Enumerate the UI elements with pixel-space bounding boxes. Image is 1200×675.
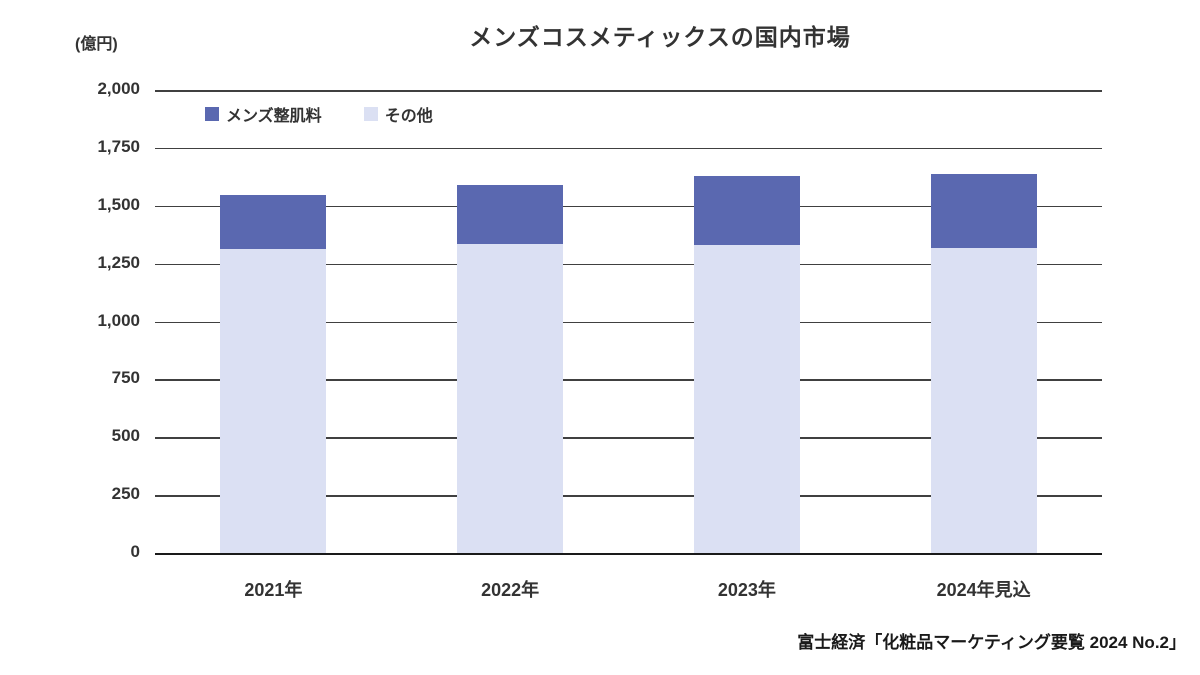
y-axis-tick-label-750: 750 xyxy=(111,368,140,388)
y-axis-tick-label-1500: 1,500 xyxy=(97,194,140,214)
y-axis-unit-label: (億円) xyxy=(75,36,118,53)
bar-segment-mens-skin-care xyxy=(220,194,327,249)
bar-2021年 xyxy=(220,194,327,553)
legend-label-mens-skin-care: メンズ整肌料 xyxy=(226,108,322,125)
gridline-500 xyxy=(155,437,1102,439)
bar-segment-mens-skin-care xyxy=(930,174,1037,248)
bar-segment-other xyxy=(693,245,800,553)
gridline-1000 xyxy=(155,321,1102,323)
x-axis-label-2022年: 2022年 xyxy=(481,580,540,600)
gridline-1750 xyxy=(155,147,1102,150)
y-axis-tick-label-1250: 1,250 xyxy=(97,252,140,272)
y-axis-tick-label-1750: 1,750 xyxy=(97,136,140,156)
gridline-250 xyxy=(155,495,1102,497)
y-axis-tick-label-500: 500 xyxy=(111,426,140,446)
y-axis-tick-label-1000: 1,000 xyxy=(97,310,140,330)
bar-2024年見込 xyxy=(930,174,1037,553)
x-axis-label-2023年: 2023年 xyxy=(717,580,776,600)
chart-title: メンズコスメティックスの国内市場 xyxy=(469,24,851,50)
bar-segment-mens-skin-care xyxy=(693,175,800,246)
legend-swatch-other xyxy=(363,107,378,121)
legend: メンズ整肌料 その他 xyxy=(205,102,433,126)
legend-item-mens-skin-care: メンズ整肌料 xyxy=(205,102,322,126)
gridline-1250 xyxy=(155,263,1102,266)
source-citation: 富士経済「化粧品マーケティング要覧 2024 No.2」 xyxy=(797,633,1186,652)
plot-area: 0 250 500 750 1,000 1,250 1,500 1,750 2,000 2021年… xyxy=(97,79,1102,600)
legend-label-other: その他 xyxy=(384,108,433,125)
legend-item-other: その他 xyxy=(363,102,433,126)
x-axis-label-2024年見込: 2024年見込 xyxy=(936,580,1031,600)
y-axis-tick-label-2000: 2,000 xyxy=(97,79,140,98)
y-axis-tick-label-250: 250 xyxy=(111,484,140,504)
legend-swatch-mens-skin-care xyxy=(205,107,219,121)
bar-2022年 xyxy=(457,184,564,553)
bar-segment-other xyxy=(457,243,564,553)
bar-segment-other xyxy=(220,248,327,553)
gridline-750 xyxy=(155,379,1102,381)
x-axis-label-2021年: 2021年 xyxy=(244,580,303,600)
gridline-2000 xyxy=(155,90,1102,92)
gridline-1500 xyxy=(155,205,1102,208)
bar-segment-mens-skin-care xyxy=(457,184,564,244)
gridline-0 xyxy=(155,553,1102,555)
bar-2023年 xyxy=(693,175,800,553)
bar-segment-other xyxy=(930,247,1037,553)
y-axis-tick-label-0: 0 xyxy=(130,542,140,561)
